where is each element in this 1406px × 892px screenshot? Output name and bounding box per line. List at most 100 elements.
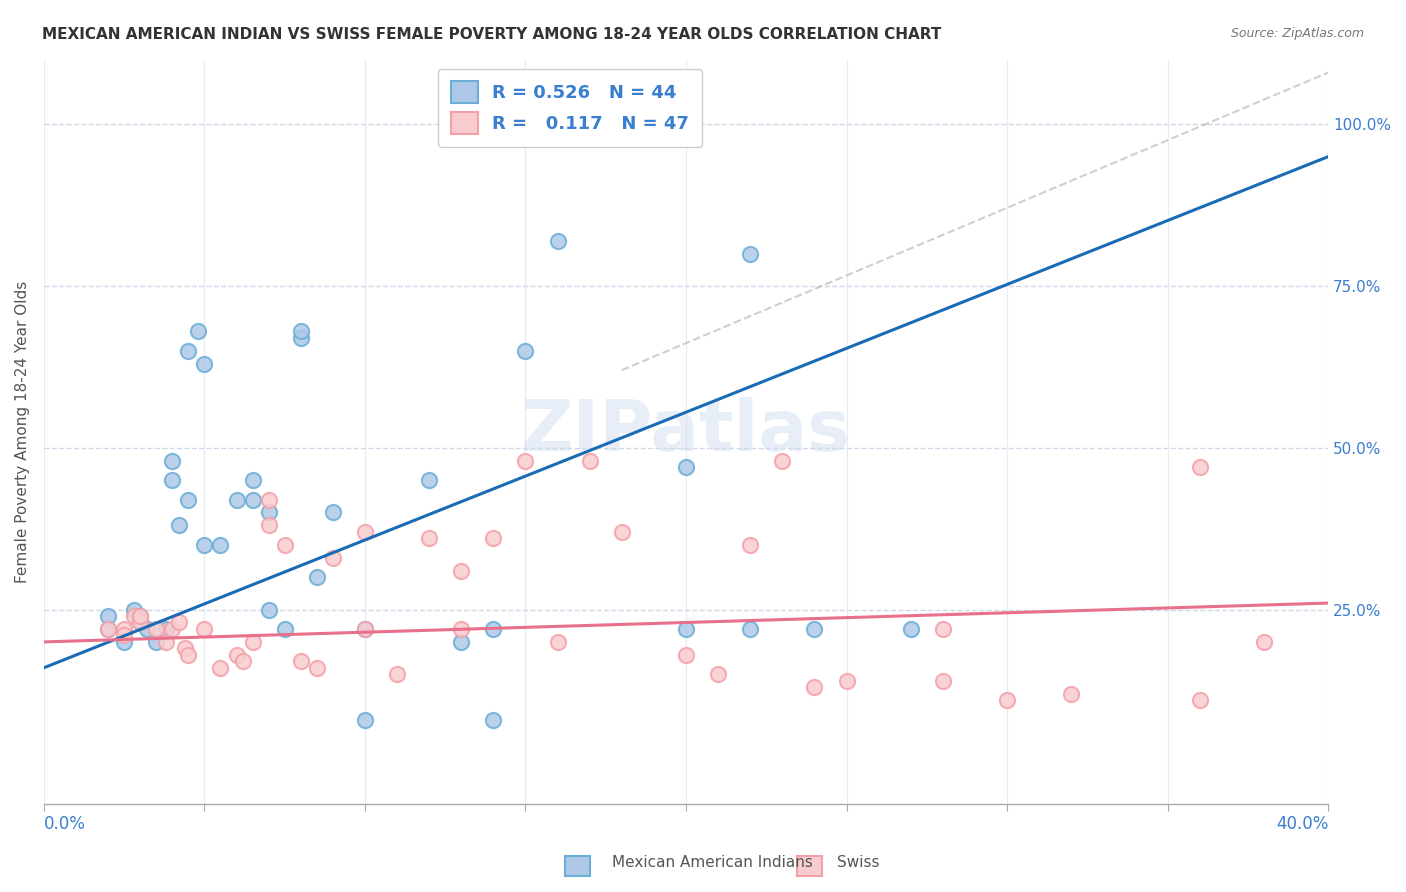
Point bbox=[167, 518, 190, 533]
Point bbox=[675, 622, 697, 636]
Point bbox=[305, 661, 328, 675]
Point bbox=[418, 473, 440, 487]
Text: Swiss: Swiss bbox=[837, 855, 879, 870]
Point bbox=[610, 524, 633, 539]
Point bbox=[290, 324, 312, 338]
Point bbox=[155, 635, 177, 649]
Point bbox=[547, 234, 569, 248]
Point bbox=[450, 635, 472, 649]
Text: 40.0%: 40.0% bbox=[1275, 815, 1329, 833]
Point bbox=[232, 654, 254, 668]
Point bbox=[290, 331, 312, 345]
Point bbox=[932, 622, 955, 636]
Point bbox=[129, 615, 152, 630]
Point bbox=[225, 648, 247, 662]
Point bbox=[187, 324, 209, 338]
Point bbox=[162, 454, 184, 468]
Point bbox=[112, 622, 135, 636]
Point bbox=[643, 117, 665, 131]
Bar bbox=[797, 856, 823, 876]
Text: 0.0%: 0.0% bbox=[44, 815, 86, 833]
Point bbox=[167, 615, 190, 630]
Point bbox=[145, 635, 167, 649]
Point bbox=[177, 492, 200, 507]
Point bbox=[578, 454, 600, 468]
Point bbox=[290, 654, 312, 668]
Point bbox=[257, 518, 280, 533]
Point bbox=[129, 615, 152, 630]
Point bbox=[97, 622, 120, 636]
Point bbox=[155, 622, 177, 636]
Text: Mexican American Indians: Mexican American Indians bbox=[612, 855, 813, 870]
Point bbox=[707, 667, 730, 681]
Point bbox=[174, 641, 197, 656]
Point bbox=[273, 622, 295, 636]
Point bbox=[932, 673, 955, 688]
Point bbox=[515, 343, 537, 358]
Point bbox=[450, 622, 472, 636]
Point bbox=[803, 622, 825, 636]
Point bbox=[1188, 460, 1211, 475]
Point bbox=[242, 492, 264, 507]
Y-axis label: Female Poverty Among 18-24 Year Olds: Female Poverty Among 18-24 Year Olds bbox=[15, 280, 30, 582]
Point bbox=[225, 492, 247, 507]
Point bbox=[995, 693, 1018, 707]
Point bbox=[129, 609, 152, 624]
Point bbox=[740, 622, 762, 636]
Point bbox=[162, 473, 184, 487]
Legend: R = 0.526   N = 44, R =   0.117   N = 47: R = 0.526 N = 44, R = 0.117 N = 47 bbox=[439, 69, 702, 147]
Point bbox=[193, 622, 215, 636]
Point bbox=[482, 532, 505, 546]
Point bbox=[900, 622, 922, 636]
Point bbox=[770, 454, 793, 468]
Point bbox=[1253, 635, 1275, 649]
Point bbox=[177, 343, 200, 358]
Point bbox=[515, 454, 537, 468]
Text: MEXICAN AMERICAN INDIAN VS SWISS FEMALE POVERTY AMONG 18-24 YEAR OLDS CORRELATIO: MEXICAN AMERICAN INDIAN VS SWISS FEMALE … bbox=[42, 27, 942, 42]
Point bbox=[675, 648, 697, 662]
Point bbox=[257, 602, 280, 616]
Bar bbox=[565, 856, 591, 876]
Point bbox=[257, 506, 280, 520]
Point bbox=[193, 538, 215, 552]
Point bbox=[162, 622, 184, 636]
Point bbox=[209, 538, 232, 552]
Point bbox=[1060, 687, 1083, 701]
Point bbox=[450, 564, 472, 578]
Point bbox=[257, 492, 280, 507]
Point bbox=[242, 473, 264, 487]
Point bbox=[242, 635, 264, 649]
Text: ZIPatlas: ZIPatlas bbox=[522, 397, 851, 467]
Point bbox=[354, 713, 377, 727]
Point bbox=[354, 622, 377, 636]
Point bbox=[482, 622, 505, 636]
Point bbox=[740, 246, 762, 260]
Point bbox=[129, 609, 152, 624]
Point bbox=[177, 648, 200, 662]
Point bbox=[803, 680, 825, 694]
Point bbox=[97, 622, 120, 636]
Point bbox=[112, 635, 135, 649]
Point bbox=[209, 661, 232, 675]
Point bbox=[354, 524, 377, 539]
Point bbox=[305, 570, 328, 584]
Point bbox=[145, 622, 167, 636]
Point bbox=[135, 622, 157, 636]
Point bbox=[97, 609, 120, 624]
Point bbox=[547, 635, 569, 649]
Point bbox=[322, 550, 344, 565]
Point bbox=[1188, 693, 1211, 707]
Point bbox=[354, 622, 377, 636]
Point bbox=[835, 673, 858, 688]
Point bbox=[193, 357, 215, 371]
Point bbox=[675, 460, 697, 475]
Point bbox=[385, 667, 408, 681]
Point bbox=[122, 602, 145, 616]
Text: Source: ZipAtlas.com: Source: ZipAtlas.com bbox=[1230, 27, 1364, 40]
Point bbox=[273, 538, 295, 552]
Point bbox=[418, 532, 440, 546]
Point bbox=[740, 538, 762, 552]
Point bbox=[122, 609, 145, 624]
Point bbox=[482, 713, 505, 727]
Point bbox=[610, 117, 633, 131]
